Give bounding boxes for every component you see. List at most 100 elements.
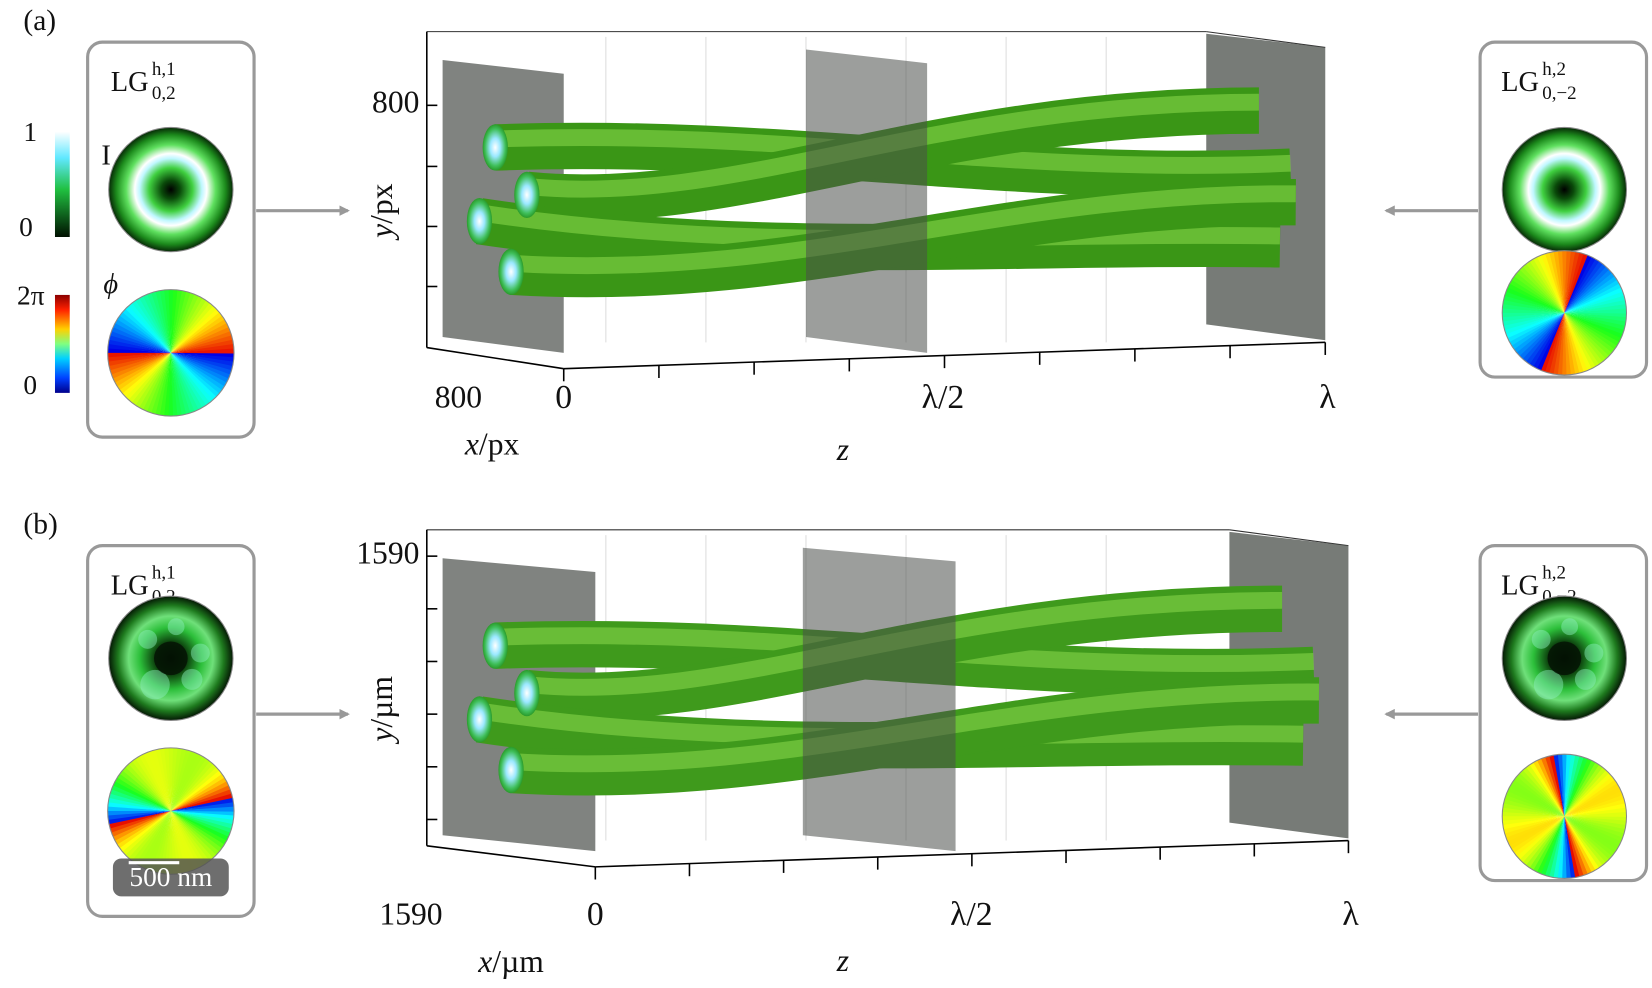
intensity-speckle (138, 629, 158, 649)
phase-wedge (170, 789, 232, 812)
phase-wedge (170, 352, 182, 416)
phase-wedge (1564, 312, 1622, 343)
phase-wedge (170, 777, 227, 812)
phase-wedge (138, 811, 171, 868)
phase-wedge (170, 781, 229, 812)
phase-wedge (170, 352, 191, 415)
phase-wedge (135, 756, 171, 812)
phase-wedge (1564, 807, 1627, 817)
phase-wedge (107, 810, 171, 816)
phase-wedge (170, 352, 187, 416)
unit: /µm (364, 676, 399, 728)
phase-wedge (1526, 764, 1565, 817)
phase-wedge (109, 352, 171, 375)
phase-wedge (128, 811, 171, 861)
variable: y (364, 727, 399, 745)
phase-wedge (112, 811, 171, 841)
phase-wedge (1564, 312, 1588, 373)
phase-wedge (1545, 252, 1565, 313)
phase-wedge (115, 777, 171, 812)
phase-wedge (1564, 757, 1589, 817)
intensity-colorbar (54, 131, 70, 237)
phase-wedge (170, 811, 214, 862)
phase-wedge (170, 811, 225, 849)
phase-wedge (1516, 772, 1565, 817)
phase-wedge (111, 784, 171, 812)
phase-wedge (117, 315, 171, 353)
z-tick-label: λ (1342, 896, 1359, 933)
phase-wedge (114, 811, 171, 845)
phase-wedge (170, 785, 231, 812)
unit: /px (364, 183, 399, 224)
phase-wedge (147, 292, 171, 353)
phase-wedge (138, 352, 171, 410)
phase-wedge (1537, 758, 1565, 817)
phase-wedge (170, 292, 196, 353)
intensity-speckle (1584, 643, 1604, 663)
phase-wedge (170, 296, 203, 353)
phase-wedge (170, 811, 217, 859)
unit: /µm (492, 944, 544, 979)
phase-wedge (1526, 260, 1565, 313)
phase-map (107, 747, 235, 875)
phase-wedge (1564, 816, 1576, 879)
phase-wedge (143, 294, 171, 353)
phase-wedge (113, 322, 171, 353)
phase-disk-edge (1501, 250, 1628, 376)
phase-wedge (170, 339, 234, 353)
beam-cap (514, 171, 540, 219)
phase-wedge (1564, 779, 1618, 817)
colorbar-min: 0 (19, 212, 33, 242)
phase-wedge (1505, 312, 1565, 339)
phase-wedge (1564, 312, 1584, 374)
phase-wedge (1519, 266, 1565, 313)
phase-wedge (170, 352, 207, 408)
phase-wedge (124, 811, 171, 859)
phase-colorbar (54, 294, 70, 393)
phase-wedge (1502, 815, 1565, 821)
phase-wedge (128, 302, 171, 353)
phase-wedge (170, 352, 220, 398)
phase-wedge (170, 811, 203, 869)
phase-wedge (1532, 312, 1565, 369)
phase-wedge (1507, 786, 1565, 817)
phase-wedge (1511, 312, 1565, 350)
phase-wedge (155, 290, 171, 353)
phase-wedge (170, 352, 214, 404)
phase-wedge (170, 811, 199, 870)
phase-wedge (1519, 312, 1565, 360)
intensity-speckle (140, 669, 170, 700)
z-tick-label: λ (1319, 379, 1336, 416)
phase-wedge (1564, 816, 1596, 873)
phase-wedge (170, 752, 200, 812)
phase-wedge (1541, 757, 1565, 817)
phase-wedge (1564, 255, 1593, 313)
intensity-map (1501, 126, 1628, 253)
phase-wedge (119, 811, 171, 852)
phase-wedge (1564, 816, 1623, 843)
phase-wedge (1564, 816, 1588, 876)
phase-wedge (1564, 816, 1615, 857)
phase-wedge (122, 766, 171, 812)
phase-wedge (170, 761, 214, 812)
unit: /px (479, 427, 520, 462)
phase-wedge (1564, 261, 1604, 313)
mode-subscript: 0,−2 (1542, 83, 1576, 104)
mode-superscript: h,2 (1542, 59, 1566, 80)
phase-wedge (1564, 276, 1618, 313)
intensity-core (153, 641, 188, 676)
phase-wedge (168, 352, 174, 417)
phase-wedge (1564, 269, 1613, 313)
phase-wedge (1505, 816, 1565, 842)
phase-wedge (1564, 791, 1623, 817)
phase-wedge (1504, 312, 1565, 335)
phase-wedge (170, 811, 229, 842)
phase-wedge (170, 811, 191, 873)
phase-wedge (108, 811, 171, 829)
phase-wedge (1553, 250, 1565, 313)
phase-wedge (1525, 312, 1565, 365)
phase-disk-edge (1501, 753, 1628, 879)
phase-wedge (1564, 272, 1616, 313)
beam-cap (498, 746, 524, 794)
